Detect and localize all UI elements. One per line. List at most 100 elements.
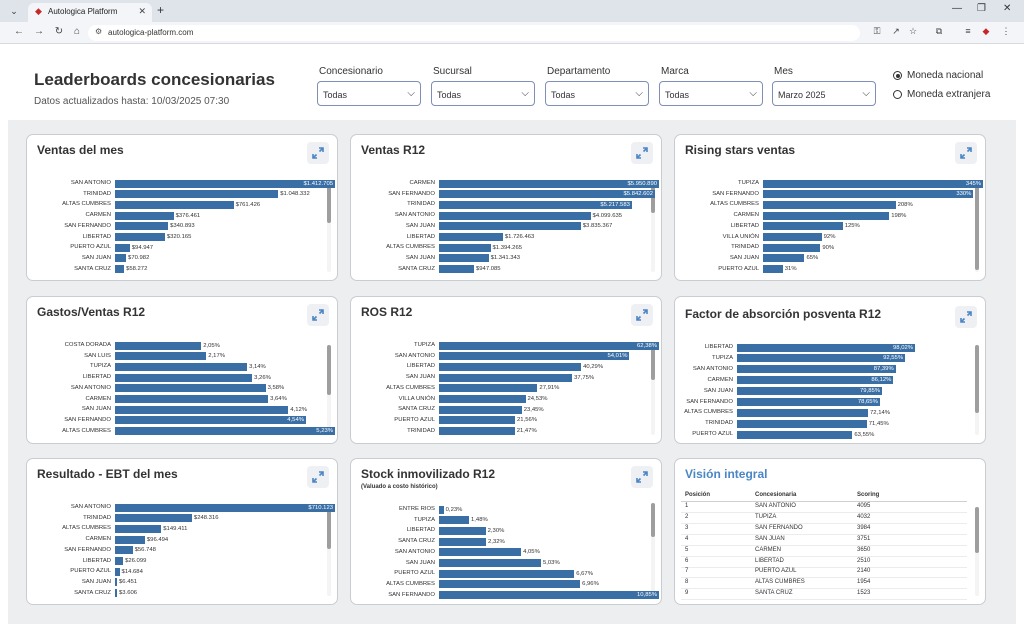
scrollbar-thumb[interactable] (975, 185, 979, 270)
bar-value-label: 10,85% (637, 592, 657, 599)
card-ventas-r12: Ventas R12 CARMEN $5.950.890 SAN FERNANDO $5… (350, 134, 662, 281)
bar-value-label: 90% (822, 244, 835, 251)
bar (763, 211, 890, 220)
chevron-down-icon: ⌵ (521, 88, 529, 99)
radio-moneda-extranjera[interactable]: Moneda extranjera (893, 88, 1003, 102)
filter-select[interactable]: Todas ⌵ (659, 81, 763, 106)
restore-icon[interactable]: ❐ (977, 3, 986, 14)
bar-value-label: 5,23% (316, 428, 333, 435)
bar-value-label: 2,30% (487, 527, 505, 534)
minimize-icon[interactable]: — (952, 3, 962, 14)
table-cell: 9 (685, 590, 689, 597)
scrollbar-thumb[interactable] (975, 345, 979, 413)
filter-select[interactable]: Todas ⌵ (545, 81, 649, 106)
new-tab-icon[interactable]: + (157, 3, 165, 17)
media-icon[interactable]: ≡ (965, 26, 971, 36)
expand-button[interactable] (631, 466, 653, 488)
table-cell: 5 (685, 546, 689, 553)
table-cell: 4032 (857, 513, 871, 520)
share-icon[interactable]: ↗ (892, 26, 900, 36)
expand-button[interactable] (955, 142, 977, 164)
bar-value-label: 24,53% (527, 396, 548, 402)
expand-button[interactable] (631, 142, 653, 164)
extensions-icon[interactable]: ⧉ (935, 26, 943, 36)
scrollbar[interactable] (975, 185, 979, 272)
scrollbar[interactable] (327, 183, 331, 272)
bar-value-label: 21,56% (517, 417, 538, 424)
scrollbar[interactable] (975, 507, 979, 596)
bar-value-label: $4.099.635 (592, 212, 623, 219)
scrollbar-thumb[interactable] (327, 507, 331, 549)
bar-category-label: SAN JUAN (81, 578, 111, 585)
table-cell: 4095 (857, 503, 871, 509)
card-resultado-ebt-del-mes: Resultado - EBT del mes SAN ANTONIO $710.1… (26, 458, 338, 605)
scrollbar-thumb[interactable] (975, 507, 979, 553)
forward-icon[interactable]: → (34, 26, 44, 37)
scrollbar-thumb[interactable] (651, 345, 655, 380)
more-icon[interactable]: ⋮ (1001, 26, 1011, 36)
bar-value-label: $58.272 (126, 266, 148, 273)
browser-tab[interactable]: ◆ Autologica Platform ✕ (28, 3, 152, 22)
scrollbar-thumb[interactable] (327, 183, 331, 223)
table-cell: 2510 (857, 557, 871, 564)
bar (115, 362, 248, 371)
key-icon[interactable]: ⚿ (873, 26, 881, 36)
filter-select[interactable]: Marzo 2025 ⌵ (772, 81, 876, 106)
bar (439, 265, 474, 274)
expand-button[interactable] (631, 304, 653, 326)
scrollbar[interactable] (651, 503, 655, 596)
table-cell: 2140 (857, 568, 871, 575)
bar-value-label: 71,45% (868, 420, 889, 427)
bar-value-label: $26.099 (125, 558, 147, 564)
bar (439, 405, 522, 414)
bar (115, 190, 279, 199)
bar-category-label: ALTAS CUMBRES (62, 525, 111, 532)
bar (439, 548, 522, 557)
expand-button[interactable] (307, 304, 329, 326)
bar-category-label: SAN FERNANDO (64, 222, 111, 229)
close-icon[interactable]: ✕ (138, 6, 146, 16)
back-icon[interactable]: ← (14, 26, 24, 37)
scrollbar[interactable] (327, 345, 331, 435)
bar-category-label: SAN ANTONIO (394, 548, 435, 555)
scrollbar-thumb[interactable] (327, 345, 331, 395)
window-close-icon[interactable]: ✕ (1003, 3, 1012, 14)
scrollbar[interactable] (327, 507, 331, 596)
radio-moneda-nacional[interactable]: Moneda nacional (893, 69, 1003, 83)
bar-value-label: 37,75% (574, 374, 595, 381)
bar-value-label: $56.748 (134, 547, 156, 554)
bar-value-label: $14.684 (121, 568, 143, 575)
bar-value-label: $376.461 (175, 212, 201, 219)
filter-select[interactable]: Todas ⌵ (431, 81, 535, 106)
expand-button[interactable] (307, 142, 329, 164)
bar-value-label: 98,02% (893, 344, 913, 351)
reload-icon[interactable]: ↻ (54, 26, 64, 37)
site-info-icon[interactable]: ⚙ (95, 27, 103, 36)
radio-label: Moneda nacional (907, 70, 984, 81)
bar-value-label: 1,48% (471, 517, 488, 524)
scrollbar[interactable] (975, 345, 979, 435)
filter-label: Concesionario (319, 66, 383, 77)
card-title: Rising stars ventas (685, 143, 796, 157)
bar-category-label: CARMEN (707, 376, 733, 383)
bar (737, 430, 853, 439)
bar (737, 408, 868, 417)
bar-value-label: 3,58% (267, 385, 285, 392)
expand-button[interactable] (307, 466, 329, 488)
scrollbar-thumb[interactable] (651, 503, 655, 537)
url-input[interactable]: ⚙ autologica-platform.com (88, 25, 860, 41)
home-icon[interactable]: ⌂ (73, 26, 81, 37)
tab-title: Autologica Platform (48, 7, 118, 16)
card-factor-absorcion-posventa-r12: Factor de absorción posventa R12 LIBERTAD… (674, 296, 986, 444)
expand-icon (312, 147, 324, 159)
bar-value-label: 86,12% (871, 377, 892, 384)
bar (439, 427, 515, 436)
address-bar: ← → ↻ ⌂ ⚙ autologica-platform.com ⚿ ↗ ☆ … (0, 22, 1024, 44)
tab-search-icon[interactable]: ⌄ (10, 6, 18, 16)
profile-icon[interactable]: ◆ (982, 26, 990, 36)
star-icon[interactable]: ☆ (908, 26, 918, 36)
expand-button[interactable] (955, 306, 977, 328)
scrollbar[interactable] (651, 345, 655, 435)
filter-select[interactable]: Todas ⌵ (317, 81, 421, 106)
bar (763, 265, 783, 274)
